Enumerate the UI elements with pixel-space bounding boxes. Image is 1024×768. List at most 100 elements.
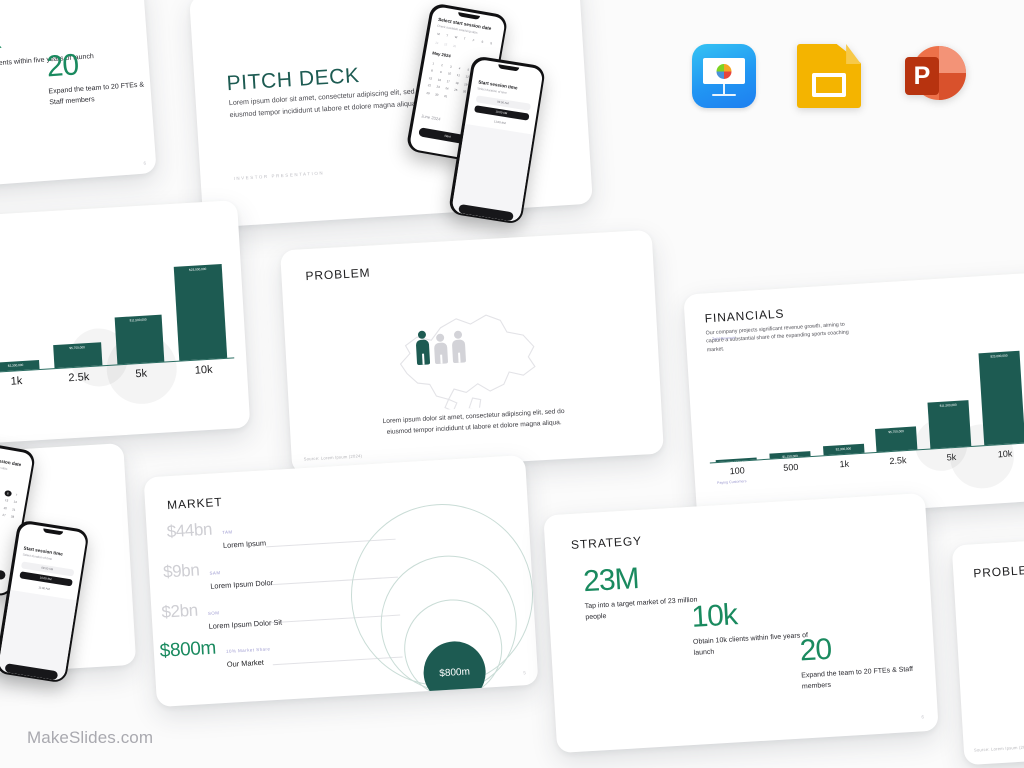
- market-tag: TAM: [222, 529, 233, 535]
- slide-heading: PROBLEM: [305, 265, 371, 284]
- person-icon-highlighted: [415, 330, 430, 366]
- calendar-day[interactable]: 11: [456, 72, 461, 78]
- chart-bar-value: $1,150,000: [782, 454, 798, 460]
- phone-next-button[interactable]: Next: [0, 560, 6, 580]
- slide-card-problem-partial[interactable]: PROBLEM Source: Lorem Ipsum (2024): [951, 530, 1024, 766]
- calendar-day[interactable]: 20: [3, 505, 8, 510]
- market-amount: $800m: [159, 637, 217, 662]
- chart-bar-group: $230,000: [710, 457, 764, 465]
- chart-bar-value: $11,500,000: [939, 402, 957, 408]
- keynote-icon-shape: [692, 44, 756, 108]
- kpi-item: 20 Expand the team to 20 FTEs & Staff me…: [799, 629, 926, 693]
- person-icon: [451, 330, 466, 364]
- powerpoint-icon-shape: P: [902, 44, 966, 108]
- chart-x-tick: 500: [782, 461, 799, 473]
- market-amount: $2bn: [160, 600, 199, 622]
- person-head: [453, 330, 462, 339]
- calendar-day[interactable]: 24: [435, 40, 439, 45]
- powerpoint-icon[interactable]: P: [902, 44, 966, 108]
- calendar-day[interactable]: 18: [455, 80, 460, 85]
- chart-bar-group: $5,750,000: [869, 426, 924, 452]
- keynote-stem: [723, 84, 725, 95]
- weekday: S: [481, 39, 484, 44]
- calendar-day[interactable]: 24: [445, 86, 449, 91]
- chart-bar-value: $5,750,000: [888, 429, 904, 435]
- calendar-day-grid[interactable]: 1234567891011121314151617181920212223242…: [0, 482, 21, 528]
- google-slides-icon[interactable]: [797, 44, 861, 108]
- phone-screen-title: Select start session date: [0, 452, 22, 467]
- calendar-day[interactable]: 30: [434, 91, 439, 97]
- chart-x-axis-label: Paying Customers: [717, 479, 747, 486]
- gslides-slide-frame: [812, 73, 846, 97]
- chart-bar-group: $11,500,000: [107, 314, 172, 365]
- keynote-icon[interactable]: [692, 44, 756, 108]
- calendar-day[interactable]: 25: [453, 87, 458, 93]
- chart-bar-group: $5,750,000: [46, 341, 110, 369]
- person-head: [417, 330, 426, 340]
- weekday: M: [436, 31, 441, 36]
- slide-card-market[interactable]: MARKET $800m $44bn TAM Lorem Ipsum $9bn …: [143, 454, 539, 708]
- calendar-day[interactable]: 14: [13, 499, 18, 505]
- slide-card-financials-partial[interactable]: Our company projects significant revenue…: [0, 199, 251, 453]
- slide-card-financials[interactable]: FINANCIALS Our company projects signific…: [683, 269, 1024, 523]
- calendar-day[interactable]: 10: [447, 71, 452, 76]
- slide-page-number: 6: [143, 160, 147, 166]
- chart-x-tick: 10k: [194, 363, 213, 377]
- chart-bar-group: $23,000,000: [972, 350, 1024, 446]
- calendar-day[interactable]: 9: [439, 69, 442, 75]
- calendar-day[interactable]: 2: [440, 62, 444, 67]
- calendar-day[interactable]: 23: [436, 84, 441, 90]
- calendar-day[interactable]: 8: [430, 68, 434, 73]
- calendar-day[interactable]: 27: [2, 512, 6, 518]
- chart-bar: $11,500,000: [927, 400, 972, 449]
- calendar-day[interactable]: 17: [446, 78, 451, 84]
- phone-notch: [497, 63, 520, 71]
- person-leg-gap: [439, 354, 443, 364]
- calendar-day[interactable]: 26: [452, 43, 457, 48]
- slide-card-strategy[interactable]: STRATEGY 23M Tap into a target market of…: [543, 492, 939, 754]
- calendar-day[interactable]: 25: [443, 41, 448, 47]
- calendar-day-selected[interactable]: 6: [3, 489, 12, 497]
- calendar-day[interactable]: 21: [11, 506, 16, 512]
- chart-bar: $230,000: [716, 457, 757, 465]
- financials-bar-chart: $2,300,000 $5,750,000 $11,500,000 $23,000,0…: [0, 259, 235, 388]
- market-name: Our Market: [226, 657, 265, 669]
- chart-bar-value: $2,300,000: [835, 446, 852, 452]
- market-row-highlighted: $800m 10% Market Share Our Market: [159, 634, 271, 672]
- slide-card-strategy-partial[interactable]: 10k Obtain 10k clients within five years…: [0, 0, 157, 195]
- calendar-day[interactable]: 22: [427, 82, 432, 88]
- calendar-day[interactable]: 28: [10, 514, 15, 519]
- calendar-next-month-label: June 2024: [420, 112, 442, 122]
- pie-chart-icon: [716, 64, 732, 79]
- calendar-day[interactable]: 5: [0, 488, 3, 495]
- chart-bar-group: $11,500,000: [921, 400, 977, 449]
- calendar-day[interactable]: 1: [432, 60, 435, 66]
- slide-heading: MARKET: [166, 494, 223, 513]
- market-meta: 10% Market Share Our Market: [225, 637, 271, 669]
- slide-card-problem[interactable]: PROBLEM L: [280, 229, 664, 475]
- calendar-day[interactable]: 13: [4, 498, 9, 503]
- chart-bar: $5,750,000: [875, 426, 918, 452]
- chart-x-tick: 1k: [10, 375, 23, 388]
- kpi-number: 10k: [690, 598, 738, 634]
- weekday: S: [489, 40, 493, 45]
- chart-bar-value: $5,750,000: [69, 344, 85, 350]
- calendar-day[interactable]: 4: [458, 65, 461, 70]
- chart-bars: $230,000 $1,150,000 $2,300,000 $5,750,000 $1…: [704, 344, 1024, 465]
- chart-bar: $11,500,000: [114, 314, 165, 365]
- calendar-day[interactable]: 7: [15, 492, 18, 497]
- market-row: $2bn SOM Lorem Ipsum Dolor Sit: [161, 596, 282, 634]
- market-tag: SAM: [209, 570, 221, 576]
- calendar-day[interactable]: 15: [428, 75, 433, 81]
- calendar-day[interactable]: 29: [426, 90, 431, 95]
- chart-bar: $23,000,000: [978, 350, 1024, 446]
- market-name: Lorem Ipsum: [222, 538, 267, 550]
- chart-bar-value: $23,000,000: [188, 266, 207, 272]
- calendar-day[interactable]: 16: [437, 77, 442, 82]
- calendar-day[interactable]: 31: [443, 93, 448, 98]
- weekday: F: [472, 37, 475, 42]
- chart-bar: $5,750,000: [53, 341, 102, 369]
- calendar-day[interactable]: 3: [449, 64, 453, 69]
- slide-source: Source: Lorem Ipsum (2024): [973, 744, 1024, 753]
